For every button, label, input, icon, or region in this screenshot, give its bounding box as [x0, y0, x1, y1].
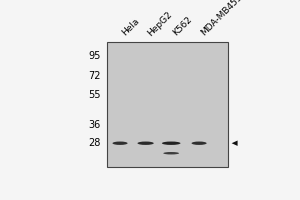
Ellipse shape: [163, 152, 179, 154]
Text: 36: 36: [88, 120, 100, 130]
Ellipse shape: [162, 142, 181, 145]
Text: HepG2: HepG2: [146, 10, 174, 38]
Text: Hela: Hela: [120, 17, 141, 38]
Text: 28: 28: [88, 138, 100, 148]
Text: 55: 55: [88, 90, 100, 100]
Bar: [107, 42, 228, 167]
Text: 72: 72: [88, 71, 100, 81]
Ellipse shape: [191, 142, 207, 145]
Text: MDA-MB453: MDA-MB453: [199, 0, 244, 38]
Ellipse shape: [112, 142, 128, 145]
Text: 95: 95: [88, 51, 100, 61]
Polygon shape: [232, 141, 238, 146]
Text: K562: K562: [171, 15, 194, 38]
Ellipse shape: [137, 142, 154, 145]
